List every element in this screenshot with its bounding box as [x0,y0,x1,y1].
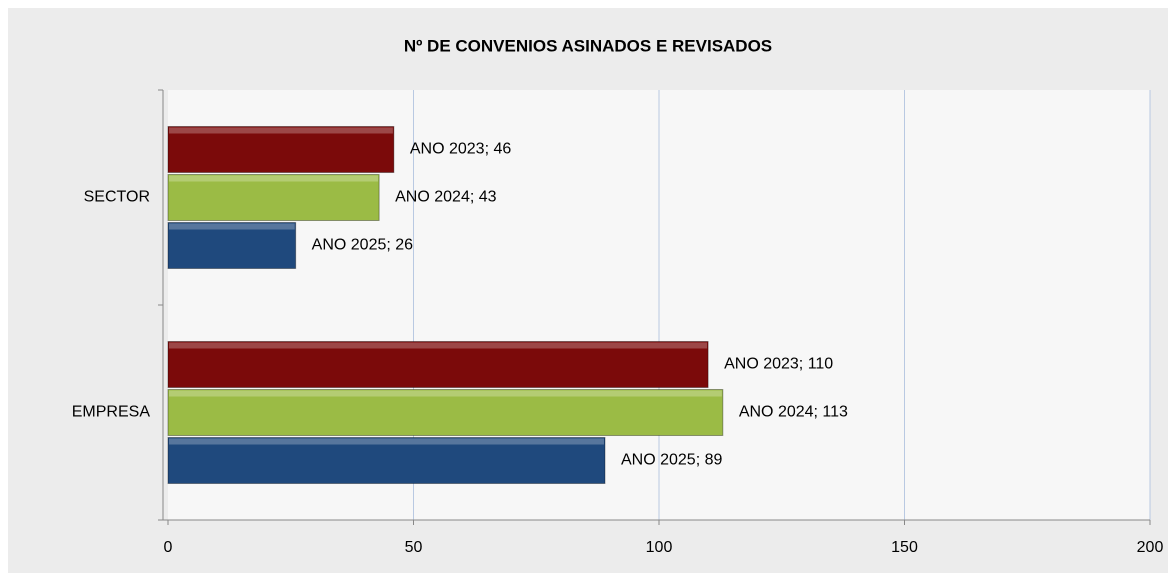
data-label: ANO 2024; 43 [395,189,497,206]
bar-highlight [169,342,708,349]
y-tick-label: SECTOR [84,189,150,206]
bar-highlight [169,390,722,397]
chart-title: Nº DE CONVENIOS ASINADOS E REVISADOS [404,36,772,55]
data-label: ANO 2025; 26 [312,237,414,254]
bar [167,222,297,269]
bar [167,437,606,484]
bar [167,174,380,221]
bar-highlight [169,175,379,182]
bar [167,126,395,173]
bar-highlight [169,223,295,230]
bar-highlight [169,438,604,445]
x-tick-label: 150 [891,539,918,556]
x-tick-label: 100 [646,539,673,556]
bar [167,389,724,436]
data-label: ANO 2024; 113 [739,404,848,421]
x-tick-label: 0 [164,539,173,556]
bar-highlight [169,127,393,134]
bar [167,341,709,388]
x-tick-label: 200 [1137,539,1164,556]
x-tick-label: 50 [405,539,423,556]
data-label: ANO 2023; 46 [410,141,512,158]
y-tick-label: EMPRESA [72,404,151,421]
data-label: ANO 2025; 89 [621,452,723,469]
data-label: ANO 2023; 110 [724,356,833,373]
